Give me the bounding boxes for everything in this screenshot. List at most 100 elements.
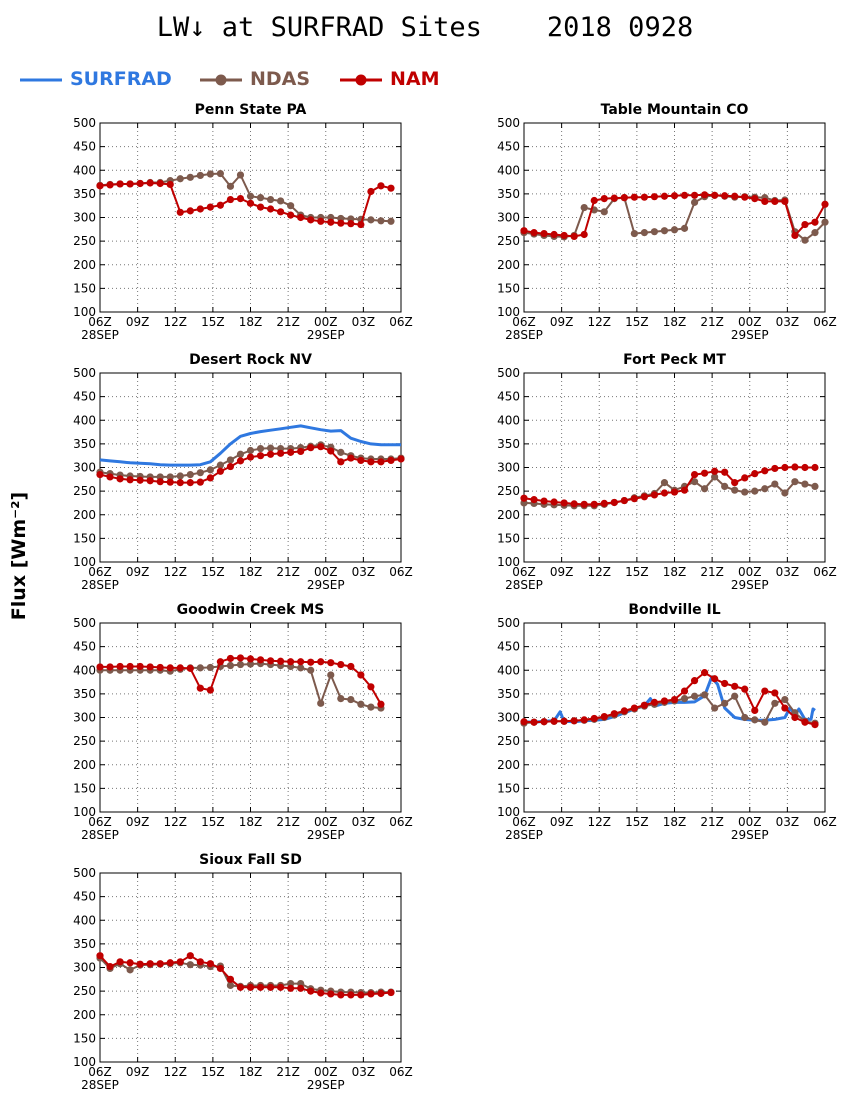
data-point-nam <box>236 654 245 662</box>
data-point-nam <box>96 182 104 190</box>
data-point-nam <box>660 192 669 200</box>
y-tick-label: 200 <box>497 758 520 772</box>
data-point-nam <box>236 195 245 203</box>
y-tick-label: 350 <box>73 187 96 201</box>
data-point-nam <box>236 457 245 465</box>
data-point-ndas <box>367 216 375 224</box>
data-point-nam <box>670 488 679 496</box>
y-tick-label: 150 <box>73 781 96 795</box>
x-tick-label: 21Z <box>276 565 300 579</box>
data-point-nam <box>176 208 184 216</box>
data-point-nam <box>741 474 749 482</box>
data-point-ndas <box>266 444 275 452</box>
data-point-nam <box>821 200 829 208</box>
data-point-nam <box>590 500 598 508</box>
data-point-nam <box>317 443 325 451</box>
data-point-ndas <box>711 704 719 712</box>
x-tick-label: 06Z <box>512 315 536 329</box>
data-point-nam <box>196 205 204 213</box>
x-tick-label: 09Z <box>550 315 574 329</box>
data-point-nam <box>751 706 759 715</box>
data-point-nam <box>136 662 144 671</box>
data-point-ndas <box>751 487 759 495</box>
data-point-nam <box>610 710 618 718</box>
data-point-nam <box>711 467 719 475</box>
data-point-nam <box>701 469 709 477</box>
x-tick-label: 12Z <box>164 815 188 829</box>
data-point-nam <box>387 988 395 997</box>
x-date-label: 28SEP <box>505 578 543 592</box>
y-tick-label: 450 <box>73 390 96 404</box>
y-tick-label: 450 <box>497 640 520 654</box>
data-point-nam <box>680 486 689 494</box>
data-point-ndas <box>226 661 235 670</box>
data-point-nam <box>116 662 124 671</box>
series-line-nam <box>523 671 816 726</box>
data-point-nam <box>226 654 235 663</box>
data-point-ndas <box>246 660 255 668</box>
data-point-ndas <box>337 695 345 703</box>
x-date-label: 29SEP <box>307 578 345 592</box>
x-date-label: 29SEP <box>307 328 345 342</box>
data-point-nam <box>186 952 194 960</box>
x-tick-label: 09Z <box>126 1065 150 1079</box>
data-point-nam <box>156 179 164 188</box>
data-point-nam <box>106 473 114 481</box>
data-point-nam <box>156 663 164 672</box>
chart-title: Fort Peck MT <box>623 352 726 368</box>
data-point-nam <box>781 197 789 206</box>
data-point-nam <box>620 496 628 505</box>
data-point-nam <box>550 498 558 506</box>
data-point-nam <box>387 184 395 192</box>
data-point-nam <box>196 958 204 966</box>
data-point-ndas <box>387 217 395 225</box>
data-point-ndas <box>801 236 809 244</box>
x-tick-label: 03Z <box>352 315 376 329</box>
chart-penn-state-pa: Penn State PA 100 150 200 250 300 350 400 450 500… <box>73 102 413 342</box>
data-point-nam <box>317 989 325 997</box>
data-point-nam <box>246 199 255 207</box>
x-date-label: 28SEP <box>505 328 543 342</box>
data-point-ndas <box>126 966 134 974</box>
x-date-label: 29SEP <box>731 578 769 592</box>
data-point-nam <box>580 500 588 508</box>
x-tick-label: 21Z <box>276 815 300 829</box>
data-point-nam <box>116 475 124 483</box>
data-point-nam <box>590 196 598 205</box>
y-tick-label: 200 <box>497 258 520 272</box>
data-point-nam <box>206 960 214 968</box>
data-point-nam <box>620 194 628 202</box>
data-point-nam <box>146 477 154 485</box>
data-point-nam <box>287 658 295 666</box>
x-tick-label: 12Z <box>588 565 612 579</box>
x-tick-label: 09Z <box>126 565 150 579</box>
data-point-nam <box>156 478 164 486</box>
x-tick-label: 03Z <box>776 315 800 329</box>
x-tick-label: 00Z <box>314 1065 338 1079</box>
x-date-label: 28SEP <box>81 328 119 342</box>
x-tick-label: 00Z <box>314 815 338 829</box>
y-tick-label: 300 <box>73 211 96 225</box>
data-point-nam <box>721 468 729 476</box>
x-tick-label: 18Z <box>663 565 687 579</box>
data-point-nam <box>307 444 315 452</box>
data-point-nam <box>287 448 295 456</box>
data-point-nam <box>226 195 235 204</box>
y-tick-label: 150 <box>497 281 520 295</box>
x-tick-label: 06Z <box>813 815 837 829</box>
data-point-nam <box>206 686 214 694</box>
data-point-nam <box>256 203 265 211</box>
y-tick-label: 450 <box>73 140 96 154</box>
x-tick-label: 06Z <box>512 815 536 829</box>
x-tick-label: 15Z <box>625 565 649 579</box>
legend-item-ndas: NDAS <box>198 66 338 94</box>
data-point-ndas <box>781 695 789 704</box>
data-point-ndas <box>256 445 265 453</box>
data-point-nam <box>801 220 809 229</box>
data-point-nam <box>791 231 799 240</box>
data-point-ndas <box>761 485 769 493</box>
data-point-nam <box>347 454 355 462</box>
data-point-nam <box>771 197 779 206</box>
y-tick-label: 400 <box>73 663 96 677</box>
data-point-nam <box>540 229 548 238</box>
